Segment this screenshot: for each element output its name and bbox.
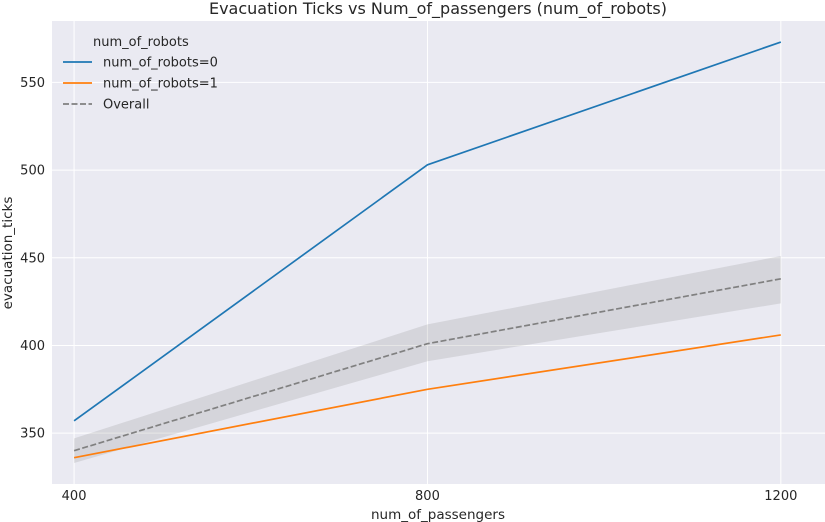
grid — [52, 21, 825, 484]
y-tick-label: 350 — [20, 427, 45, 442]
plot-area — [52, 21, 825, 484]
x-tick-label: 800 — [415, 489, 440, 504]
num-of-robots-0-line — [73, 41, 782, 422]
num-of-robots-1-legend-label: num_of_robots=1 — [103, 77, 218, 92]
x-tick-label: 400 — [62, 489, 87, 504]
y-tick-label: 400 — [20, 339, 45, 354]
y-tick-label: 550 — [20, 76, 45, 91]
legend: num_of_robots num_of_robots=0 num_of_robo… — [63, 35, 218, 113]
overall-line — [73, 277, 781, 452]
overall-confidence-band — [74, 256, 781, 463]
chart-title: Evacuation Ticks vs Num_of_passengers (n… — [209, 0, 667, 19]
series-lines — [73, 41, 782, 459]
x-tick-label: 1200 — [764, 489, 797, 504]
y-tick-label: 500 — [20, 164, 45, 179]
x-tick-labels: 400 800 1200 — [62, 489, 798, 504]
legend-title: num_of_robots — [93, 35, 189, 50]
y-tick-labels: 350 400 450 500 550 — [20, 76, 45, 442]
confidence-bands — [74, 256, 781, 463]
x-axis-label: num_of_passengers — [371, 507, 505, 522]
num-of-robots-0-legend-label: num_of_robots=0 — [103, 56, 218, 71]
num-of-robots-1-line — [73, 334, 781, 459]
y-tick-label: 450 — [20, 251, 45, 266]
overall-legend-label: Overall — [103, 98, 149, 113]
y-axis-label: evacuation_ticks — [0, 197, 16, 310]
